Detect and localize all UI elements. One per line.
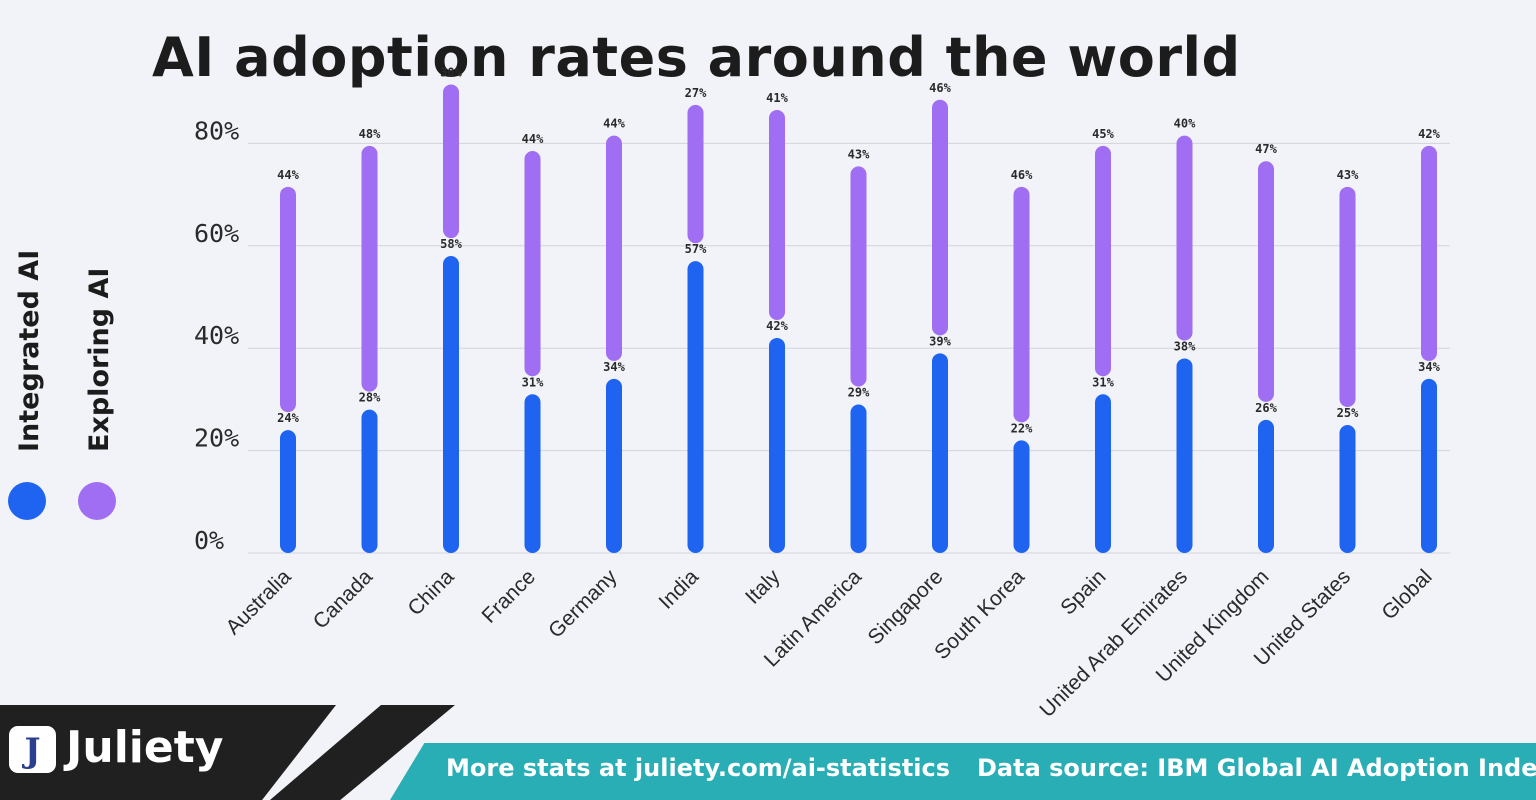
x-tick-label: Global bbox=[1377, 565, 1436, 624]
data-label-exploring: 47% bbox=[1255, 142, 1277, 156]
bar-integrated bbox=[687, 261, 704, 553]
data-label-integrated: 34% bbox=[1418, 360, 1440, 374]
more-stats-link[interactable]: More stats at juliety.com/ai-statistics bbox=[446, 754, 951, 782]
bar-exploring bbox=[1176, 135, 1193, 341]
bar-exploring bbox=[1095, 145, 1111, 377]
bar-integrated bbox=[932, 353, 948, 553]
x-tick-label: China bbox=[403, 565, 458, 620]
bar-integrated bbox=[1339, 425, 1356, 553]
data-label-integrated: 34% bbox=[603, 360, 625, 374]
x-tick-label: United Arab Emirates bbox=[1035, 565, 1192, 722]
data-label-integrated: 24% bbox=[277, 411, 299, 425]
data-label-exploring: 44% bbox=[522, 132, 544, 146]
data-label-exploring: 42% bbox=[1418, 127, 1440, 141]
y-tick-label: 0% bbox=[194, 526, 224, 555]
bar-integrated bbox=[1421, 378, 1437, 553]
x-tick-label: France bbox=[478, 565, 540, 627]
bar-integrated bbox=[280, 430, 296, 553]
bar-exploring bbox=[932, 99, 948, 336]
bar-exploring bbox=[606, 135, 622, 361]
y-tick-label: 60% bbox=[194, 219, 239, 248]
bar-exploring bbox=[524, 151, 541, 377]
bar-exploring bbox=[687, 104, 704, 244]
data-label-integrated: 22% bbox=[1011, 421, 1033, 435]
data-label-integrated: 28% bbox=[359, 391, 381, 405]
data-source: Data source: IBM Global AI Adoption Inde… bbox=[977, 754, 1536, 782]
x-tick-label: Germany bbox=[544, 565, 622, 643]
data-label-exploring: 44% bbox=[277, 168, 299, 182]
x-tick-label: Spain bbox=[1056, 565, 1110, 619]
bar-integrated bbox=[524, 394, 541, 553]
footer-bar bbox=[390, 743, 1536, 800]
data-label-integrated: 31% bbox=[522, 375, 544, 389]
x-tick-label: Italy bbox=[741, 565, 785, 609]
bar-integrated bbox=[361, 409, 378, 553]
brand-name: Juliety bbox=[66, 722, 224, 773]
bar-integrated bbox=[769, 337, 785, 553]
bar-integrated bbox=[443, 256, 459, 553]
bar-integrated bbox=[606, 378, 622, 553]
data-label-exploring: 45% bbox=[1092, 127, 1114, 141]
data-label-integrated: 26% bbox=[1255, 401, 1277, 415]
x-tick-label: Canada bbox=[309, 565, 378, 634]
bar-integrated bbox=[1095, 394, 1111, 553]
bar-integrated bbox=[1176, 358, 1193, 553]
legend-label-exploring: Exploring AI bbox=[84, 267, 115, 452]
y-tick-label: 80% bbox=[194, 116, 239, 145]
data-label-integrated: 31% bbox=[1092, 375, 1114, 389]
x-tick-label: India bbox=[655, 565, 704, 614]
bar-integrated bbox=[850, 404, 867, 553]
bar-exploring bbox=[850, 166, 867, 387]
bar-exploring bbox=[1339, 186, 1356, 407]
data-label-exploring: 43% bbox=[1337, 168, 1359, 182]
bar-exploring bbox=[1258, 161, 1274, 402]
legend-dot-exploring bbox=[78, 482, 116, 520]
data-label-exploring: 41% bbox=[766, 91, 788, 105]
bar-exploring bbox=[1013, 186, 1030, 423]
y-tick-label: 40% bbox=[194, 321, 239, 350]
chart-title: AI adoption rates around the world bbox=[152, 26, 1241, 89]
bar-exploring bbox=[1421, 145, 1437, 361]
data-label-integrated: 58% bbox=[440, 237, 462, 251]
legend-label-integrated: Integrated AI bbox=[14, 249, 45, 452]
data-label-exploring: 48% bbox=[359, 127, 381, 141]
data-label-exploring: 40% bbox=[1174, 117, 1196, 131]
bar-integrated bbox=[1013, 440, 1030, 553]
data-label-integrated: 57% bbox=[685, 242, 707, 256]
data-label-integrated: 38% bbox=[1174, 339, 1196, 353]
data-label-exploring: 43% bbox=[848, 147, 870, 161]
bar-exploring bbox=[769, 110, 785, 320]
data-label-integrated: 29% bbox=[848, 386, 870, 400]
data-label-exploring: 44% bbox=[603, 117, 625, 131]
data-label-exploring: 46% bbox=[1011, 168, 1033, 182]
data-label-integrated: 39% bbox=[929, 334, 951, 348]
bar-exploring bbox=[443, 84, 459, 239]
x-tick-label: Singapore bbox=[864, 565, 948, 649]
data-label-integrated: 25% bbox=[1337, 406, 1359, 420]
data-label-exploring: 27% bbox=[685, 86, 707, 100]
juliety-logo-icon: J bbox=[9, 726, 56, 773]
bar-exploring bbox=[361, 145, 378, 392]
bar-integrated bbox=[1258, 419, 1274, 553]
data-label-exploring: 30% bbox=[440, 65, 462, 79]
data-label-exploring: 46% bbox=[929, 81, 951, 95]
data-label-integrated: 42% bbox=[766, 319, 788, 333]
bar-exploring bbox=[280, 186, 296, 413]
y-tick-label: 20% bbox=[194, 424, 239, 453]
legend-dot-integrated bbox=[8, 482, 46, 520]
x-tick-label: Australia bbox=[221, 565, 295, 639]
